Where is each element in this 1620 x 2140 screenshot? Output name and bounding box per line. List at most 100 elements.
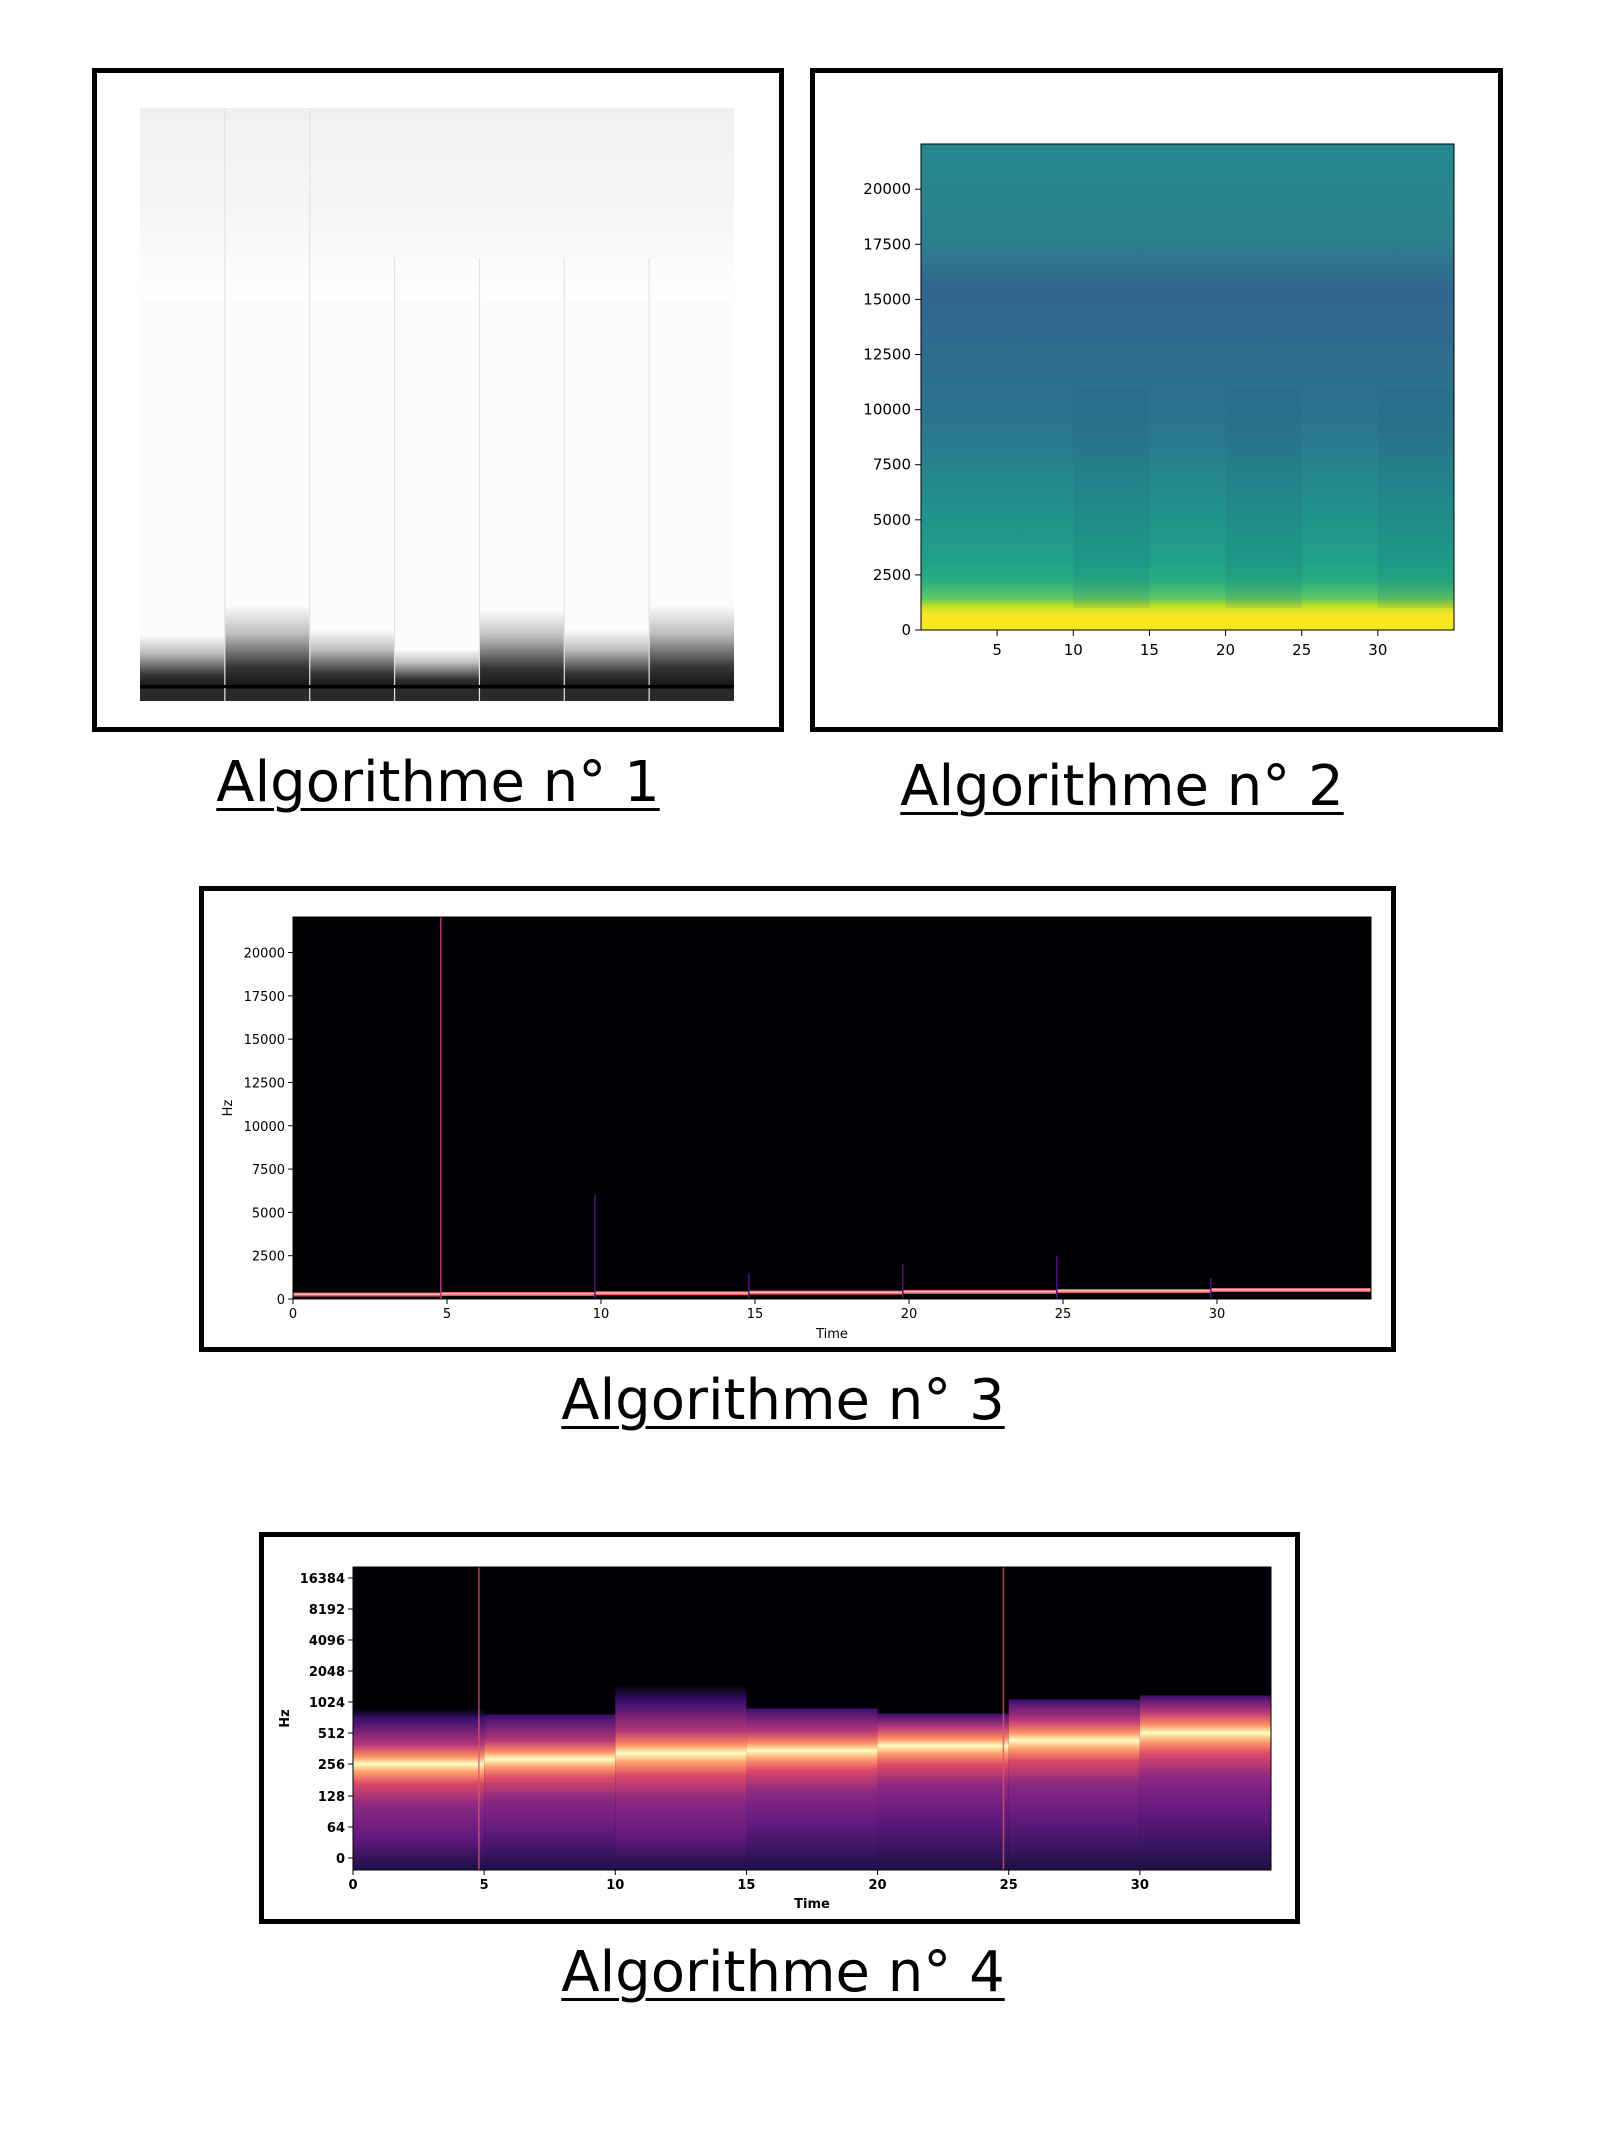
- fundamental-core: [902, 1290, 1057, 1293]
- segment-base: [649, 689, 734, 701]
- fundamental-core: [1210, 1288, 1371, 1291]
- plot-border: [352, 1566, 1272, 1871]
- y-tick-label: 10000: [244, 1120, 285, 1135]
- segment-spectrum: [353, 1708, 485, 1870]
- x-tick-label: 5: [480, 1878, 489, 1893]
- x-tick-label: 25: [1000, 1878, 1018, 1893]
- plot-area: [921, 144, 1454, 630]
- segment-base: [309, 689, 395, 701]
- x-tick-label: 5: [992, 641, 1002, 659]
- segment-band: [479, 609, 565, 689]
- y-tick-label: 12500: [863, 345, 911, 363]
- y-tick-label: 5000: [873, 511, 911, 529]
- fundamental-core: [748, 1291, 903, 1294]
- spectrogram-chart-4: 0 5 10 15 20 25 30 0 64 128 256 512 1024 2048 4096 8192…: [278, 1566, 1272, 1912]
- plot-area: [293, 917, 1371, 1299]
- y-tick-label: 8192: [309, 1603, 345, 1618]
- segment-shade: [1225, 387, 1302, 608]
- x-tick-label: 30: [1368, 641, 1387, 659]
- fundamental-core: [594, 1292, 749, 1294]
- x-tick-label: 30: [1131, 1878, 1149, 1893]
- y-tick-label: 15000: [863, 290, 911, 308]
- fundamental-core: [1056, 1290, 1211, 1292]
- y-tick-label: 20000: [244, 947, 285, 962]
- y-tick-label: 17500: [244, 990, 285, 1005]
- x-axis-label: Time: [815, 1327, 848, 1342]
- y-tick-label: 0: [336, 1852, 345, 1867]
- segment-spectrum: [484, 1713, 616, 1870]
- y-tick-label: 512: [318, 1727, 345, 1742]
- fundamental-core: [440, 1292, 595, 1295]
- segment-band: [394, 649, 480, 689]
- high-frequency-haze: [140, 108, 734, 298]
- y-axis-label: Hz: [278, 1709, 293, 1727]
- x-tick-label: 10: [593, 1307, 610, 1322]
- x-tick-label: 0: [289, 1307, 297, 1322]
- segment-spectrum: [746, 1708, 878, 1870]
- x-tick-label: 15: [737, 1878, 755, 1893]
- y-tick-label: 20000: [863, 180, 911, 198]
- y-tick-label: 7500: [252, 1163, 285, 1178]
- y-tick-label: 0: [901, 621, 911, 639]
- x-axis-label: Time: [794, 1897, 830, 1912]
- x-tick-label: 20: [869, 1878, 887, 1893]
- x-tick-label: 20: [1216, 641, 1235, 659]
- segment-spectrum: [1008, 1699, 1140, 1870]
- segment-spectrum: [1139, 1695, 1271, 1870]
- x-tick-label: 5: [443, 1307, 451, 1322]
- x-tick-label: 10: [1064, 641, 1083, 659]
- y-tick-label: 64: [327, 1821, 345, 1836]
- spectrogram-frame-3: 0 5 10 15 20 25 30 0 2500 5000 7500 10000 12500 15000…: [199, 886, 1396, 1352]
- spectrogram-chart-2: 5 10 15 20 25 30 0 2500 5000 7500 10000 12500 15000 1…: [863, 143, 1455, 659]
- caption-algorithme-2: Algorithme n° 2: [900, 754, 1344, 819]
- x-tick-label: 15: [1140, 641, 1159, 659]
- y-tick-label: 17500: [863, 235, 911, 253]
- y-tick-label: 256: [318, 1758, 345, 1773]
- x-tick-label: 15: [747, 1307, 764, 1322]
- segment-shade: [1377, 387, 1454, 608]
- spectrogram-chart-3: 0 5 10 15 20 25 30 0 2500 5000 7500 10000 12500 15000…: [221, 916, 1372, 1342]
- x-tick-label: 25: [1055, 1307, 1072, 1322]
- y-tick-label: 0: [277, 1293, 285, 1308]
- x-tick-label: 25: [1292, 641, 1311, 659]
- caption-algorithme-1: Algorithme n° 1: [216, 750, 660, 815]
- x-tick-label: 30: [1209, 1307, 1226, 1322]
- x-tick-label: 10: [606, 1878, 624, 1893]
- segment-band: [140, 634, 225, 689]
- y-tick-label: 128: [318, 1790, 345, 1805]
- plot-border: [292, 916, 1372, 1300]
- y-tick-label: 2048: [309, 1665, 345, 1680]
- fundamental-band: [921, 621, 1454, 627]
- spectrogram-chart-1: [140, 108, 734, 701]
- segment-band: [649, 604, 734, 689]
- x-tick-label: 0: [348, 1878, 357, 1893]
- y-tick-label: 15000: [244, 1033, 285, 1048]
- x-tick-label: 20: [901, 1307, 918, 1322]
- y-tick-label: 1024: [309, 1696, 345, 1711]
- segment-base: [140, 689, 225, 701]
- segment-base: [224, 689, 310, 701]
- y-tick-label: 2500: [252, 1250, 285, 1265]
- caption-algorithme-3: Algorithme n° 3: [561, 1368, 1005, 1433]
- caption-algorithme-4: Algorithme n° 4: [561, 1940, 1005, 2005]
- segment-band: [564, 629, 650, 689]
- segment-band: [309, 629, 395, 689]
- y-tick-label: 5000: [252, 1206, 285, 1221]
- segment-band: [224, 604, 310, 689]
- fundamental-core: [293, 1293, 441, 1295]
- y-tick-label: 4096: [309, 1634, 345, 1649]
- segment-shade: [1073, 387, 1150, 608]
- spectrogram-frame-4: 0 5 10 15 20 25 30 0 64 128 256 512 1024 2048 4096 8192…: [259, 1532, 1300, 1924]
- spectrogram-frame-1: [92, 68, 784, 732]
- plot-border: [920, 143, 1455, 631]
- y-axis-label: Hz: [221, 1100, 236, 1117]
- y-tick-label: 12500: [244, 1076, 285, 1091]
- y-tick-label: 10000: [863, 401, 911, 419]
- fundamental-line: [140, 685, 734, 688]
- segment-base: [394, 689, 480, 701]
- spectrogram-frame-2: 5 10 15 20 25 30 0 2500 5000 7500 10000 12500 15000 1…: [810, 68, 1503, 732]
- segment-spectrum: [615, 1685, 747, 1870]
- y-tick-label: 16384: [300, 1572, 345, 1587]
- y-tick-label: 2500: [873, 566, 911, 584]
- y-tick-label: 7500: [873, 456, 911, 474]
